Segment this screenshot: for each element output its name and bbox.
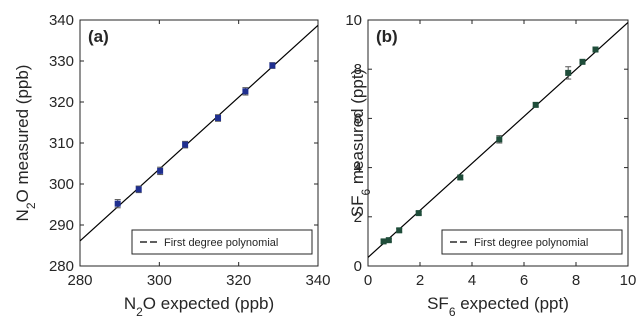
data-point-a (135, 186, 142, 193)
panel-a-chart: 280 300 320 340 280 290 300 310 320 330 340 First d… (13, 12, 331, 319)
x-axis-label-a-rest: O expected (ppb) (143, 294, 274, 313)
y-axis-label-b: SF6 measured (ppt) (348, 69, 373, 217)
y-tick-label-b: 6 (354, 110, 362, 127)
data-point-a (215, 114, 222, 121)
legend-label-b: First degree polynomial (474, 237, 588, 249)
data-point-b (380, 238, 387, 245)
panel-label-b: (b) (376, 27, 398, 46)
y-axis-label-b-main: SF (348, 195, 367, 217)
data-point-a (269, 62, 276, 69)
legend-box-a (131, 229, 313, 255)
x-tick-label-b: 10 (620, 272, 637, 289)
y-tick-label-b: 0 (354, 258, 362, 275)
data-point-b (415, 210, 422, 217)
x-axis-label-b-subscript: 6 (449, 305, 456, 319)
x-tick-label-b: 4 (468, 272, 476, 289)
y-tick-label-b: 4 (354, 160, 362, 177)
data-point-b (579, 58, 586, 65)
data-point-a (114, 200, 121, 207)
y-axis-label-a-subscript: 2 (24, 202, 38, 209)
y-axis-label-b-subscript: 6 (359, 188, 373, 195)
x-tick-label-a: 320 (226, 272, 251, 289)
data-point-a (157, 167, 164, 174)
x-axis-label-b-main: SF (427, 294, 449, 313)
legend-box-b (441, 229, 623, 255)
y-tick-label-a: 280 (49, 258, 74, 275)
x-axis-label-b-rest: expected (ppt) (456, 294, 569, 313)
x-tick-label-a: 280 (67, 272, 92, 289)
y-axis-label-a-main: N (13, 209, 32, 221)
y-axis-label-b-rest: measured (ppt) (348, 69, 367, 189)
axes-frame-b (367, 19, 629, 267)
panel-b-chart: 0 2 4 6 8 10 0 2 4 6 8 10 First degree polynomial (b)… (345, 12, 636, 319)
data-point-b (385, 237, 392, 244)
data-point-b (592, 46, 599, 53)
y-axis-label-a: N2O measured (ppb) (13, 65, 38, 222)
y-tick-label-a: 330 (49, 53, 74, 70)
y-axis-label-a-rest: O measured (ppb) (13, 65, 32, 203)
panel-label-a: (a) (88, 27, 109, 46)
y-tick-label-a: 310 (49, 135, 74, 152)
x-tick-label-b: 8 (572, 272, 580, 289)
x-axis-label-a: N2O expected (ppb) (124, 294, 274, 319)
legend-label-a: First degree polynomial (164, 237, 278, 249)
data-point-a (242, 88, 249, 95)
data-point-b (532, 101, 539, 108)
y-tick-label-a: 290 (49, 217, 74, 234)
x-tick-label-b: 0 (364, 272, 372, 289)
data-point-b (565, 69, 572, 76)
data-point-b (457, 174, 464, 181)
x-tick-label-a: 300 (147, 272, 172, 289)
fit-line-a (80, 24, 318, 242)
x-tick-label-b: 6 (520, 272, 528, 289)
data-point-b (496, 136, 503, 143)
y-tick-label-b: 8 (354, 61, 362, 78)
x-axis-label-a-subscript: 2 (136, 305, 143, 319)
y-tick-label-a: 320 (49, 94, 74, 111)
x-axis-label-a-main: N (124, 294, 136, 313)
data-point-b (396, 227, 403, 234)
y-tick-label-b: 2 (354, 209, 362, 226)
y-tick-label-b: 10 (345, 12, 362, 29)
x-tick-label-b: 2 (416, 272, 424, 289)
x-tick-label-a: 340 (305, 272, 330, 289)
y-tick-label-a: 300 (49, 176, 74, 193)
data-point-a (182, 141, 189, 148)
y-tick-label-a: 340 (49, 12, 74, 29)
x-axis-label-b: SF6 expected (ppt) (427, 294, 569, 319)
